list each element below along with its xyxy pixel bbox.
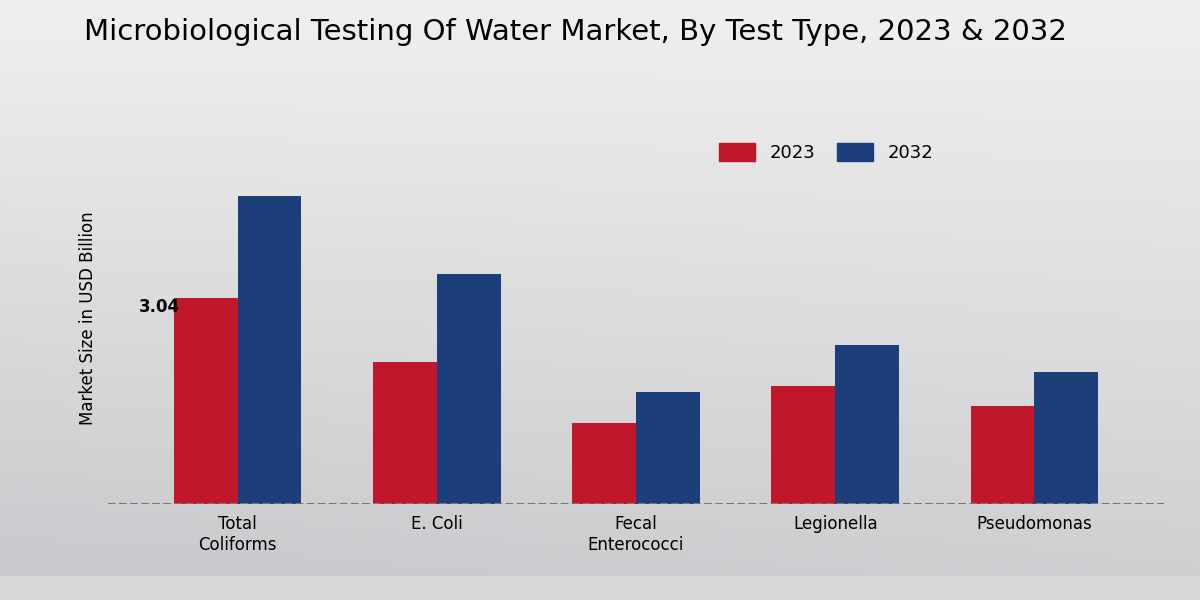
Bar	[373, 362, 437, 504]
Legend: 2023, 2032: 2023, 2032	[710, 134, 942, 171]
Bar	[238, 196, 301, 504]
Bar	[772, 386, 835, 504]
Bar	[636, 392, 700, 504]
Text: Microbiological Testing Of Water Market, By Test Type, 2023 & 2032: Microbiological Testing Of Water Market,…	[84, 18, 1067, 46]
Bar	[971, 406, 1034, 504]
Bar	[572, 423, 636, 504]
Bar	[437, 274, 500, 504]
Y-axis label: Market Size in USD Billion: Market Size in USD Billion	[79, 211, 97, 425]
Bar	[174, 298, 238, 504]
Bar	[835, 345, 899, 504]
Bar	[1034, 372, 1098, 504]
Text: 3.04: 3.04	[139, 298, 180, 316]
